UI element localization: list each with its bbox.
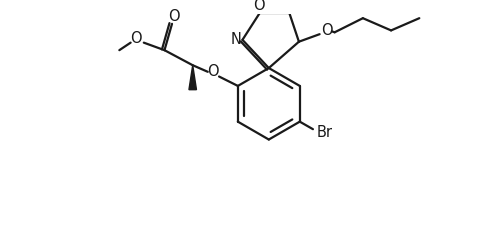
Text: O: O xyxy=(206,64,218,79)
Text: Br: Br xyxy=(316,124,332,139)
Polygon shape xyxy=(189,65,196,90)
Text: O: O xyxy=(168,9,179,24)
Text: O: O xyxy=(322,23,333,38)
Text: O: O xyxy=(254,0,265,13)
Text: N: N xyxy=(230,32,241,47)
Text: O: O xyxy=(130,31,142,46)
